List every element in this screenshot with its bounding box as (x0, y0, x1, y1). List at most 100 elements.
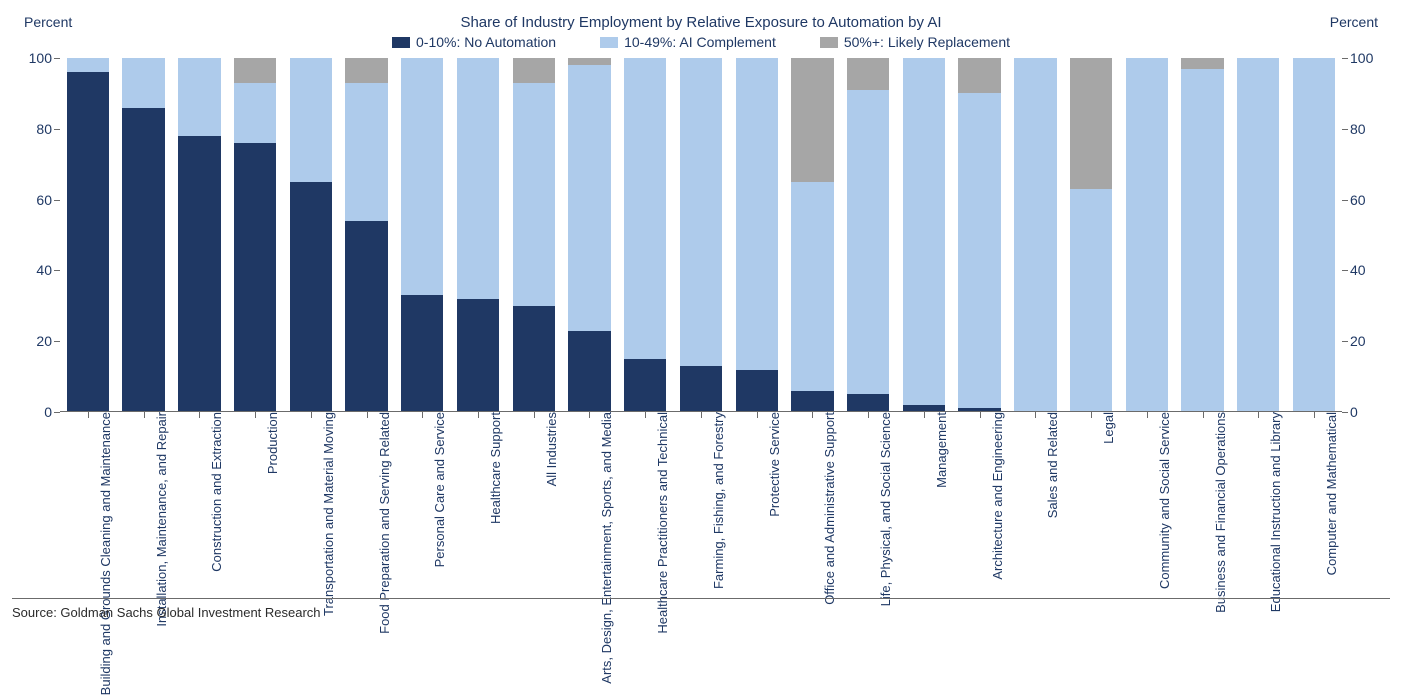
xtick-mark (422, 412, 423, 418)
category-label: Construction and Extraction (205, 412, 224, 572)
legend-label: 0-10%: No Automation (416, 34, 556, 50)
bar-segment-complement (1181, 69, 1223, 412)
ytick-label-right: 60 (1350, 192, 1390, 208)
xtick-mark (1147, 412, 1148, 418)
bar-slot: Production (227, 58, 283, 412)
ytick-mark-right (1342, 200, 1348, 201)
bar-segment-complement (457, 58, 499, 299)
bar-segment-no_auto (513, 306, 555, 412)
bar-slot: Construction and Extraction (171, 58, 227, 412)
xtick-mark (88, 412, 89, 418)
ytick-label-right: 40 (1350, 262, 1390, 278)
category-label: Farming, Fishing, and Forestry (707, 412, 726, 589)
bar-segment-complement (903, 58, 945, 405)
bar-segment-complement (345, 83, 387, 221)
category-label: Transportation and Material Moving (317, 412, 336, 616)
xtick-mark (1314, 412, 1315, 418)
bar (67, 58, 109, 412)
bar-slot: Healthcare Support (450, 58, 506, 412)
bar-segment-complement (122, 58, 164, 108)
xtick-mark (812, 412, 813, 418)
legend-item: 50%+: Likely Replacement (820, 34, 1010, 50)
category-label: Management (930, 412, 949, 488)
bar-segment-complement (1293, 58, 1335, 412)
bar-segment-no_auto (401, 295, 443, 412)
bar (1237, 58, 1279, 412)
bar (624, 58, 666, 412)
xtick-mark (757, 412, 758, 418)
bar-segment-no_auto (457, 299, 499, 412)
bar-segment-no_auto (624, 359, 666, 412)
bar-segment-complement (680, 58, 722, 366)
bar-slot: Life, Physical, and Social Science (840, 58, 896, 412)
bar-segment-complement (178, 58, 220, 136)
bar (958, 58, 1000, 412)
bar-segment-replace (958, 58, 1000, 93)
legend-label: 50%+: Likely Replacement (844, 34, 1010, 50)
bar-slot: Management (896, 58, 952, 412)
xtick-mark (645, 412, 646, 418)
legend-item: 0-10%: No Automation (392, 34, 556, 50)
bar-segment-complement (401, 58, 443, 295)
category-label: Protective Service (763, 412, 782, 517)
ytick-label-left: 20 (12, 333, 52, 349)
bar-segment-no_auto (290, 182, 332, 412)
xtick-mark (701, 412, 702, 418)
bar-segment-replace (1181, 58, 1223, 69)
xtick-mark (255, 412, 256, 418)
xtick-mark (924, 412, 925, 418)
ytick-label-right: 20 (1350, 333, 1390, 349)
bar-slot: All Industries (506, 58, 562, 412)
bar-segment-replace (791, 58, 833, 182)
category-label: Legal (1097, 412, 1116, 444)
bar-segment-no_auto (791, 391, 833, 412)
bar-segment-no_auto (234, 143, 276, 412)
xtick-mark (1091, 412, 1092, 418)
bar-segment-complement (513, 83, 555, 306)
bar-segment-complement (1014, 58, 1056, 412)
bar-segment-no_auto (847, 394, 889, 412)
bar (1070, 58, 1112, 412)
bar-segment-no_auto (122, 108, 164, 412)
category-label: Community and Social Service (1153, 412, 1172, 589)
ytick-mark-right (1342, 58, 1348, 59)
bar-segment-complement (1126, 58, 1168, 412)
bar (457, 58, 499, 412)
bar-segment-no_auto (178, 136, 220, 412)
bar-slot: Sales and Related (1007, 58, 1063, 412)
bar-slot: Business and Financial Operations (1175, 58, 1231, 412)
ytick-mark-right (1342, 412, 1348, 413)
xtick-mark (534, 412, 535, 418)
bar-slot: Community and Social Service (1119, 58, 1175, 412)
bar (680, 58, 722, 412)
category-label: Production (261, 412, 280, 474)
bar (903, 58, 945, 412)
bar-slot: Computer and Mathematical (1286, 58, 1342, 412)
legend-swatch (820, 37, 838, 48)
bar-segment-no_auto (680, 366, 722, 412)
xtick-mark (1203, 412, 1204, 418)
bar-segment-no_auto (345, 221, 387, 412)
xtick-mark (1258, 412, 1259, 418)
category-label: Sales and Related (1041, 412, 1060, 518)
category-label: All Industries (540, 412, 559, 486)
x-axis-line (60, 411, 1342, 412)
category-label: Life, Physical, and Social Science (874, 412, 893, 606)
bar-segment-replace (568, 58, 610, 65)
plot-area: 002020404060608080100100 Building and Gr… (60, 58, 1342, 412)
xtick-mark (144, 412, 145, 418)
xtick-mark (589, 412, 590, 418)
category-label: Business and Financial Operations (1209, 412, 1228, 613)
bar-segment-complement (847, 90, 889, 394)
xtick-mark (1035, 412, 1036, 418)
bar-segment-no_auto (736, 370, 778, 412)
ytick-label-left: 100 (12, 50, 52, 66)
bar (847, 58, 889, 412)
bar-segment-replace (1070, 58, 1112, 189)
xtick-mark (868, 412, 869, 418)
category-label: Installation, Maintenance, and Repair (150, 412, 169, 627)
legend-swatch (600, 37, 618, 48)
bar (1126, 58, 1168, 412)
bar-segment-complement (958, 93, 1000, 408)
bar-segment-complement (1070, 189, 1112, 412)
